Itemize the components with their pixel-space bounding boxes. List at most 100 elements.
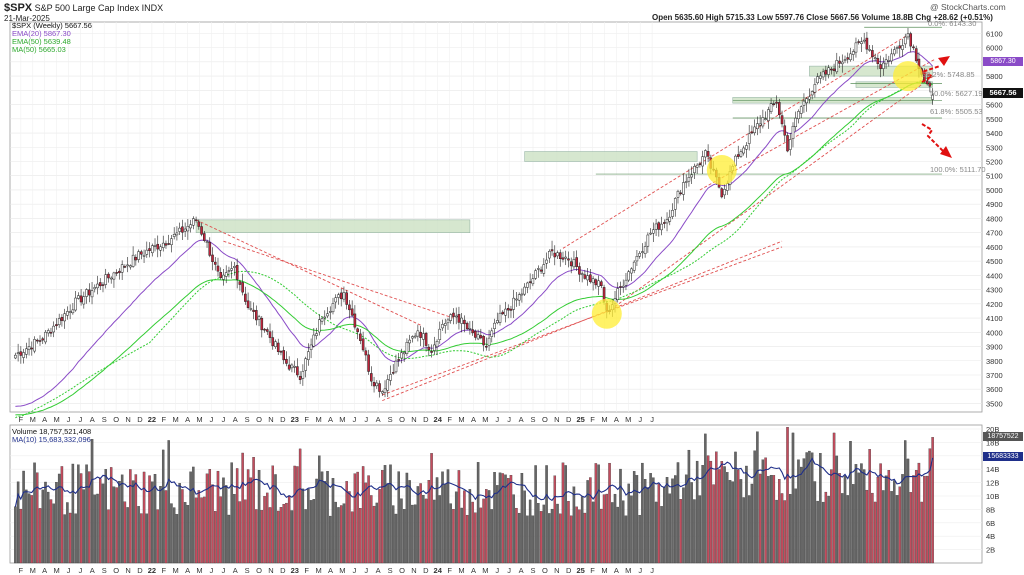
volume-bar [493,472,496,564]
volume-bar [361,466,365,564]
volume-bar [109,467,113,564]
volume-bar [674,475,677,564]
candle-body [909,33,913,47]
x-tick-label: A [376,566,381,575]
candle-body [539,269,543,272]
x-tick-label: M [458,566,464,575]
volume-bar [19,508,23,564]
volume-bar [830,469,833,564]
volume-bar [276,510,280,564]
candle-body [643,246,647,254]
candle-body [90,290,94,298]
up-arrow-head [938,56,950,66]
watermark: @ StockCharts.com [930,2,1006,12]
candle-body [153,245,157,247]
volume-bar [68,512,72,564]
volume-bar [282,503,285,564]
volume-bar [140,513,143,564]
volume-bar [156,509,159,564]
volume-bar [255,509,258,564]
candle-body [580,273,584,275]
candle-body [813,84,817,93]
candle-body [296,366,299,376]
y-tick-label: 5100 [986,172,1003,181]
candle-body [931,94,934,100]
x-tick-label: M [315,566,321,575]
volume-bar [326,471,329,564]
candle-body [134,256,138,261]
x-tick-label: N [268,566,273,575]
candle-body [641,251,644,253]
candle-body [561,257,565,260]
volume-bar [27,493,31,564]
volume-bar [646,487,650,564]
volume-bar [906,458,910,564]
volume-bar [266,492,269,564]
candle-body [175,232,179,236]
candle-body [178,227,181,232]
candle-body [41,338,45,341]
candle-body [799,106,803,114]
x-tick-label: A [614,415,619,424]
candle-body [394,360,398,373]
x-tick-label: F [590,566,595,575]
volume-bar [249,477,253,564]
candle-body [339,292,343,300]
volume-bar [772,475,776,564]
channel-upper [562,34,909,249]
volume-bar [438,495,442,564]
volume-bar [252,457,255,564]
volume-bar [446,469,450,564]
candle-body [320,318,324,322]
legend-ema50: EMA(50) 5639.48 [12,37,71,46]
x-tick-label: 24 [434,415,443,424]
volume-bar [101,483,105,564]
candle-body [189,224,192,229]
volume-bar [517,512,521,564]
volume-bar [613,493,617,564]
x-tick-label: F [304,566,309,575]
x-tick-label: O [399,566,405,575]
candle-body [528,281,532,283]
volume-bar [386,483,389,564]
candle-body [742,147,745,154]
volume-bar [268,507,272,564]
candle-body [860,41,863,45]
x-tick-label: F [161,566,166,575]
candle-body [293,366,296,368]
channel-lower [606,74,936,313]
candle-body [244,293,247,302]
candle-body [68,311,72,313]
x-tick-label: S [245,566,250,575]
volume-bar [389,464,392,564]
candle-body [112,272,116,280]
volume-bar [841,493,844,564]
volume-bar [643,479,647,564]
volume-bar [745,465,748,564]
x-tick-label: N [411,566,416,575]
candle-body [181,226,184,233]
x-tick-label: F [447,566,452,575]
candle-body [816,76,819,84]
volume-tick-label: 8B [986,505,995,514]
volume-bar [764,457,767,564]
candle-body [764,118,767,120]
x-tick-label: O [542,415,548,424]
x-tick-label: S [245,415,250,424]
x-tick-label: A [519,566,524,575]
x-tick-label: N [125,415,130,424]
x-tick-label: A [42,566,47,575]
candle-body [862,39,866,42]
volume-bar [287,495,291,564]
x-tick-label: S [530,415,535,424]
candle-body [676,190,680,198]
volume-bar [569,515,573,564]
candle-body [203,233,206,241]
candle-body [443,323,447,326]
candle-body [326,313,329,317]
volume-bar [312,499,316,564]
candle-body [572,259,576,268]
volume-bar [71,463,75,564]
candle-body [824,69,828,75]
